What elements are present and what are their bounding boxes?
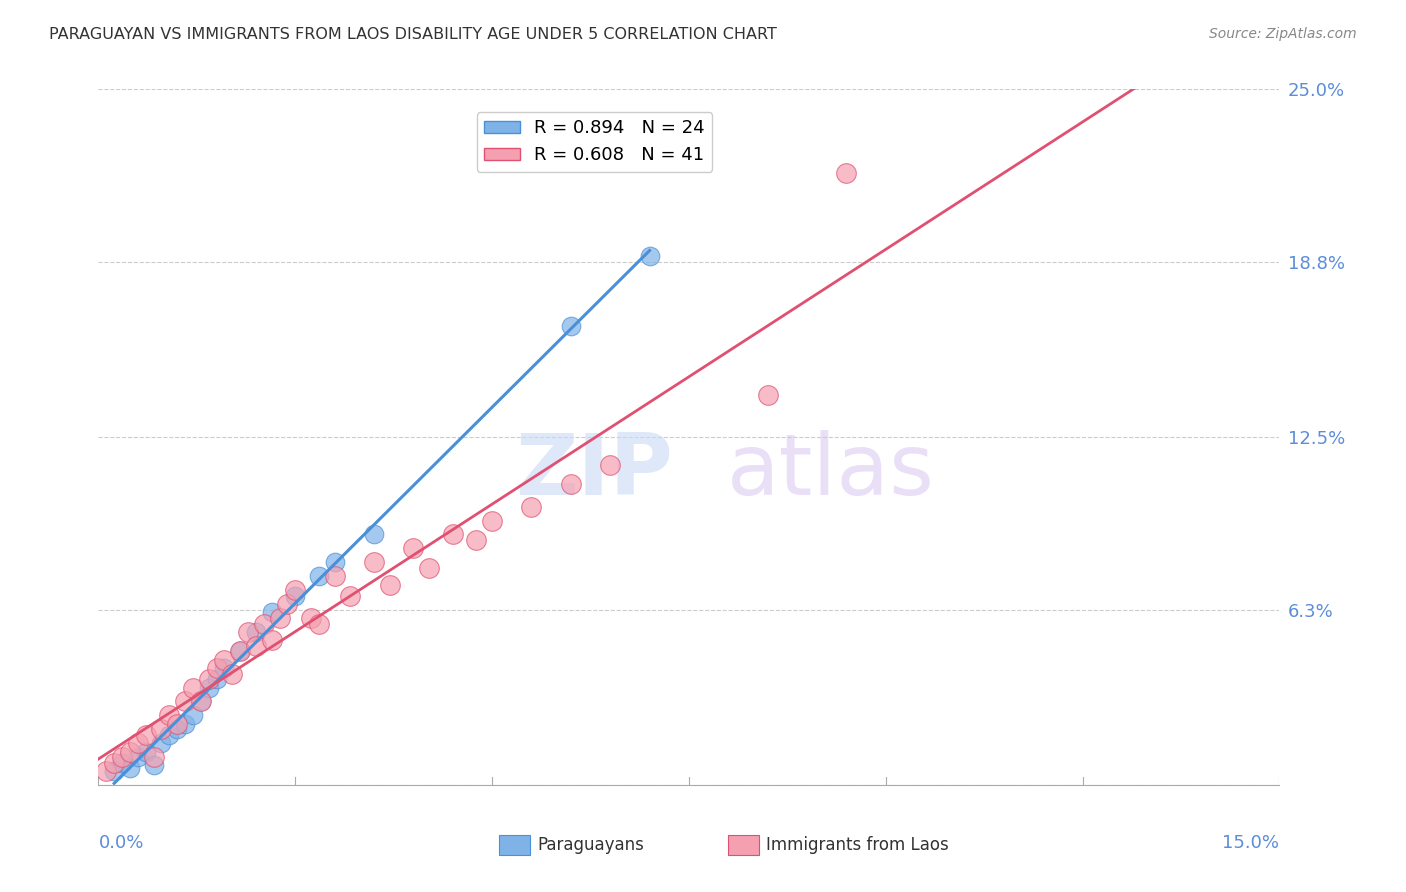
Point xyxy=(150,736,173,750)
Point xyxy=(214,653,236,667)
Point xyxy=(465,533,488,547)
Bar xyxy=(728,835,759,855)
Point xyxy=(142,758,165,772)
Point xyxy=(481,514,503,528)
Legend: R = 0.894   N = 24, R = 0.608   N = 41: R = 0.894 N = 24, R = 0.608 N = 41 xyxy=(477,112,713,171)
Point xyxy=(118,745,141,759)
Point xyxy=(260,633,283,648)
Point xyxy=(221,666,243,681)
Point xyxy=(236,624,259,639)
Point xyxy=(638,249,661,263)
Point xyxy=(339,589,361,603)
Point xyxy=(174,716,197,731)
Point xyxy=(174,694,197,708)
Point xyxy=(197,681,219,695)
Point xyxy=(260,606,283,620)
Point xyxy=(363,527,385,541)
Point xyxy=(308,569,330,583)
Point xyxy=(118,761,141,775)
Text: atlas: atlas xyxy=(727,430,935,514)
Point xyxy=(127,736,149,750)
Point xyxy=(229,644,252,658)
Point xyxy=(284,589,307,603)
Point xyxy=(197,672,219,686)
Point xyxy=(269,611,291,625)
Point xyxy=(135,728,157,742)
Point xyxy=(323,555,346,569)
Point xyxy=(166,716,188,731)
Text: PARAGUAYAN VS IMMIGRANTS FROM LAOS DISABILITY AGE UNDER 5 CORRELATION CHART: PARAGUAYAN VS IMMIGRANTS FROM LAOS DISAB… xyxy=(49,27,778,42)
Point xyxy=(103,764,125,778)
Point xyxy=(756,388,779,402)
Text: Paraguayans: Paraguayans xyxy=(537,836,644,854)
Text: Immigrants from Laos: Immigrants from Laos xyxy=(766,836,949,854)
Point xyxy=(190,694,212,708)
Point xyxy=(142,750,165,764)
Point xyxy=(157,728,180,742)
Point xyxy=(323,569,346,583)
Point xyxy=(111,750,134,764)
Text: 15.0%: 15.0% xyxy=(1222,834,1279,852)
Point xyxy=(560,477,582,491)
Point xyxy=(190,694,212,708)
Point xyxy=(520,500,543,514)
Point xyxy=(214,661,236,675)
Point xyxy=(205,661,228,675)
Point xyxy=(599,458,621,472)
Point xyxy=(157,708,180,723)
Point xyxy=(150,723,173,737)
Point xyxy=(127,750,149,764)
Point xyxy=(135,745,157,759)
Point xyxy=(308,616,330,631)
Point xyxy=(103,756,125,770)
Point xyxy=(181,681,204,695)
Point xyxy=(560,318,582,333)
Point xyxy=(363,555,385,569)
Point xyxy=(111,756,134,770)
Point xyxy=(441,527,464,541)
Point xyxy=(378,577,401,591)
Text: ZIP: ZIP xyxy=(516,430,673,514)
Point xyxy=(299,611,322,625)
Point xyxy=(245,624,267,639)
Point xyxy=(402,541,425,556)
Point xyxy=(253,616,276,631)
Point xyxy=(96,764,118,778)
Point xyxy=(181,708,204,723)
Text: 0.0%: 0.0% xyxy=(98,834,143,852)
Point xyxy=(284,583,307,598)
Point xyxy=(166,723,188,737)
Text: Source: ZipAtlas.com: Source: ZipAtlas.com xyxy=(1209,27,1357,41)
Point xyxy=(229,644,252,658)
Point xyxy=(835,166,858,180)
Point xyxy=(418,561,440,575)
Point xyxy=(245,639,267,653)
Bar xyxy=(499,835,530,855)
Point xyxy=(276,597,298,611)
Point xyxy=(205,672,228,686)
